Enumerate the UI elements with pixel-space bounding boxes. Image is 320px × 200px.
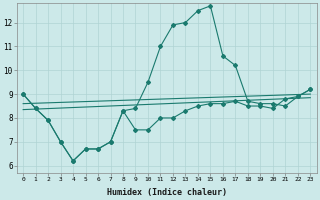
X-axis label: Humidex (Indice chaleur): Humidex (Indice chaleur) [107, 188, 227, 197]
